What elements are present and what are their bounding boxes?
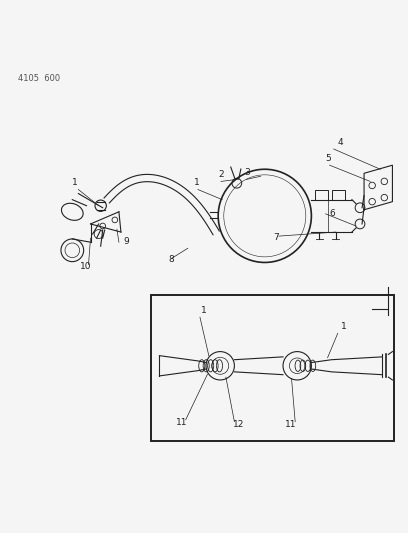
Text: 1: 1 <box>194 179 200 188</box>
Text: 11: 11 <box>285 419 297 429</box>
Text: 11: 11 <box>176 417 187 426</box>
Text: 1: 1 <box>341 322 347 332</box>
Text: 8: 8 <box>169 255 175 264</box>
Text: 2: 2 <box>218 171 224 179</box>
Text: 4: 4 <box>338 138 344 147</box>
Text: 7: 7 <box>273 233 279 242</box>
Text: 9: 9 <box>123 237 129 246</box>
Text: 1: 1 <box>201 306 207 315</box>
Text: 5: 5 <box>326 154 331 163</box>
Text: 1: 1 <box>72 179 78 188</box>
Text: 4105  600: 4105 600 <box>18 74 60 83</box>
Text: 6: 6 <box>330 209 335 218</box>
Text: 3: 3 <box>244 168 250 177</box>
Bar <box>151 295 395 441</box>
Text: 10: 10 <box>80 262 92 271</box>
Bar <box>315 190 328 200</box>
Text: 12: 12 <box>233 419 244 429</box>
Bar <box>332 190 345 200</box>
